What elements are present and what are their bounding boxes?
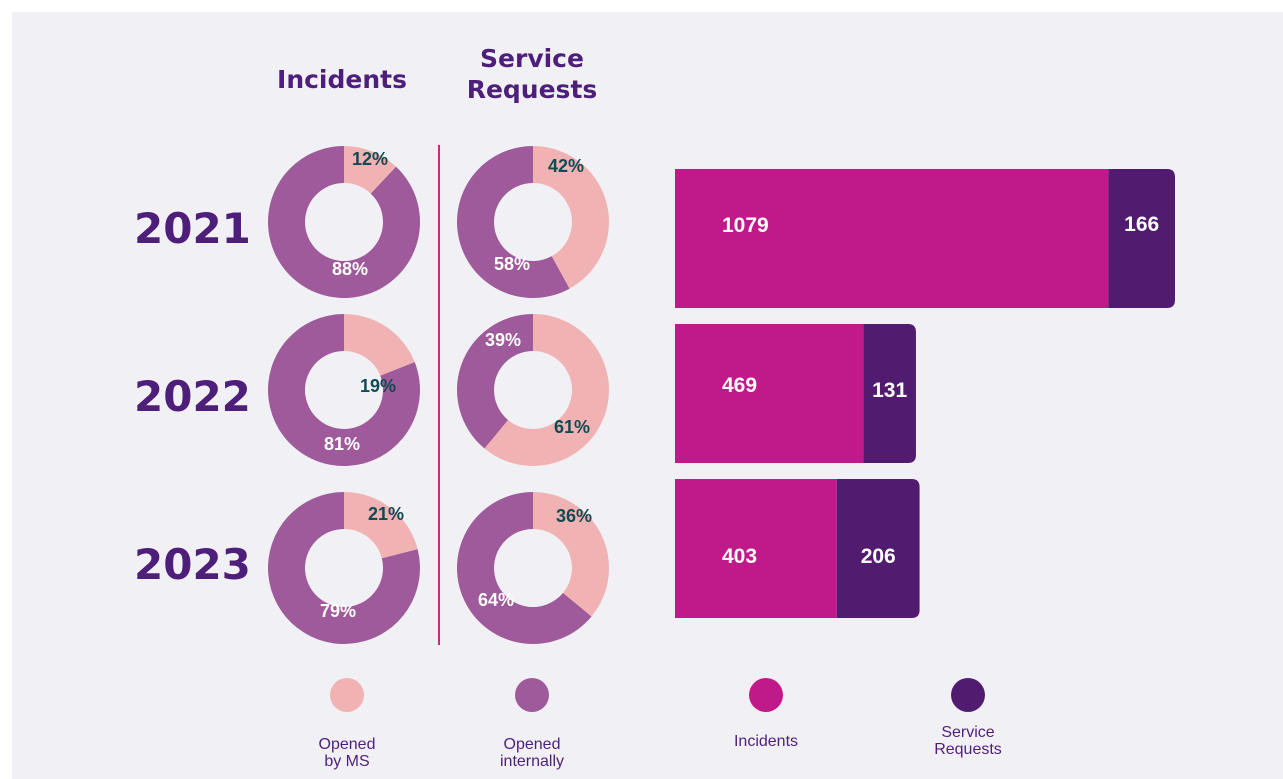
service-requests-column-title: Service Requests bbox=[466, 44, 598, 104]
donut-incidents-2022-opened-by-ms bbox=[344, 314, 415, 376]
legend-label-service-requests: Service Requests bbox=[934, 724, 1002, 758]
bar-label-incidents-2021: 1079 bbox=[722, 214, 769, 237]
donut-label-service-requests-2023-opened-internally: 64% bbox=[478, 590, 514, 610]
donut-label-incidents-2022-opened-internally: 81% bbox=[324, 434, 360, 454]
donut-label-service-requests-2022-opened-by-ms: 61% bbox=[554, 417, 590, 437]
donut-service-requests-2021-opened-internally bbox=[457, 146, 570, 298]
donut-label-incidents-2021-opened-internally: 88% bbox=[332, 259, 368, 279]
bar-label-service-requests-2022: 131 bbox=[872, 379, 907, 402]
bar-service-requests-2023 bbox=[836, 479, 920, 618]
bar-label-incidents-2022: 469 bbox=[722, 374, 757, 397]
donut-label-incidents-2021-opened-by-ms: 12% bbox=[352, 149, 388, 169]
infographic-panel bbox=[12, 12, 1283, 779]
bar-incidents-2022 bbox=[675, 324, 864, 463]
donut-incidents-2021-opened-internally bbox=[268, 146, 420, 298]
donut-label-incidents-2023-opened-internally: 79% bbox=[320, 601, 356, 621]
legend-label-incidents: Incidents bbox=[733, 733, 799, 750]
donut-service-requests-2023-opened-internally bbox=[457, 492, 592, 644]
year-label-2023: 2023 bbox=[134, 540, 251, 589]
donut-label-service-requests-2022-opened-internally: 39% bbox=[485, 330, 521, 350]
year-label-2021: 2021 bbox=[134, 204, 251, 253]
donut-label-service-requests-2021-opened-internally: 58% bbox=[494, 254, 530, 274]
donut-service-requests-2021-opened-by-ms bbox=[533, 146, 609, 289]
donut-incidents-2021-opened-by-ms bbox=[344, 146, 397, 194]
bar-service-requests-2021 bbox=[1108, 169, 1175, 308]
donut-incidents-2023-opened-by-ms bbox=[344, 492, 418, 559]
legend-label-opened-internally: Opened internally bbox=[499, 736, 565, 770]
donut-label-incidents-2022-opened-by-ms: 19% bbox=[360, 376, 396, 396]
bar-label-service-requests-2023: 206 bbox=[861, 545, 896, 568]
donut-label-service-requests-2023-opened-by-ms: 36% bbox=[556, 506, 592, 526]
donut-label-incidents-2023-opened-by-ms: 21% bbox=[368, 504, 404, 524]
donut-service-requests-2023-opened-by-ms bbox=[533, 492, 609, 617]
incidents-column-title: Incidents bbox=[277, 65, 407, 94]
legend-swatch-opened-internally bbox=[515, 678, 549, 712]
legend-swatch-incidents bbox=[749, 678, 783, 712]
donut-incidents-2023-opened-internally bbox=[268, 492, 421, 644]
legend-label-opened-by-ms: Opened by MS bbox=[318, 736, 376, 770]
year-label-2022: 2022 bbox=[134, 372, 251, 421]
legend-swatch-opened-by-ms bbox=[330, 678, 364, 712]
bar-incidents-2023 bbox=[675, 479, 837, 618]
donut-service-requests-2022-opened-by-ms bbox=[484, 314, 609, 466]
donut-label-service-requests-2021-opened-by-ms: 42% bbox=[548, 156, 584, 176]
donut-incidents-2022-opened-internally bbox=[268, 313, 420, 466]
bar-label-incidents-2023: 403 bbox=[722, 545, 757, 568]
legend-swatch-service-requests bbox=[951, 678, 985, 712]
bar-label-service-requests-2021: 166 bbox=[1124, 213, 1159, 236]
column-divider bbox=[438, 145, 440, 645]
bar-incidents-2021 bbox=[675, 169, 1109, 308]
donut-service-requests-2022-opened-internally bbox=[456, 314, 533, 449]
bar-service-requests-2022 bbox=[863, 324, 916, 463]
